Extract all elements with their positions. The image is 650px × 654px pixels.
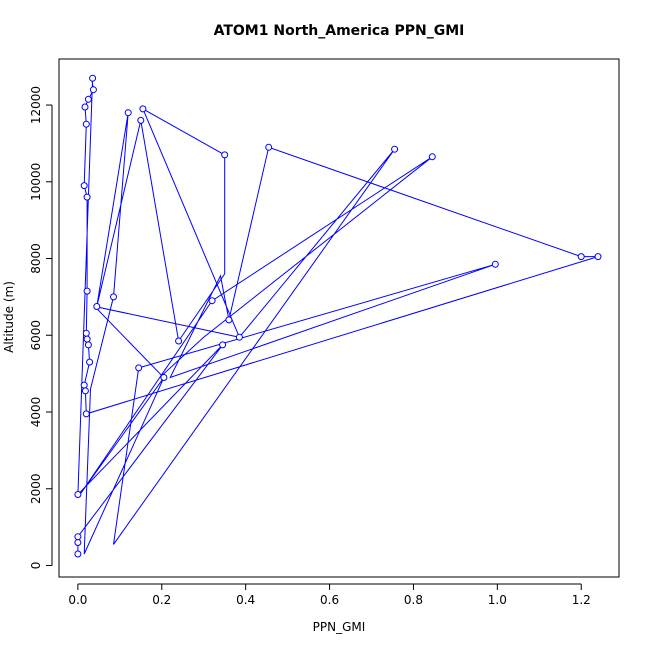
- plot-frame: [58, 58, 620, 578]
- data-point: [81, 387, 89, 395]
- data-point: [221, 151, 229, 159]
- data-point: [89, 86, 97, 94]
- data-point: [74, 539, 82, 546]
- y-tick-label: 2000: [29, 473, 43, 504]
- data-point: [175, 337, 183, 345]
- y-tick-label: 6000: [29, 320, 43, 351]
- x-tick-label: 0.4: [236, 593, 255, 607]
- data-point: [139, 105, 147, 113]
- chart-title: ATOM1 North_America PPN_GMI: [214, 23, 465, 39]
- data-point: [89, 74, 97, 82]
- y-axis: 0 2000 4000 6000 8000 10000 12000: [29, 86, 53, 570]
- data-point: [491, 260, 499, 268]
- data-point: [391, 145, 399, 153]
- data-point: [219, 341, 227, 349]
- data-point: [594, 253, 602, 261]
- data-point: [577, 253, 585, 261]
- data-point: [74, 550, 82, 558]
- x-tick-label: 0.6: [320, 593, 339, 607]
- data-point: [83, 287, 91, 295]
- y-axis-label: Altitude (m): [2, 281, 16, 353]
- data-point: [225, 316, 233, 324]
- data-point: [82, 120, 90, 128]
- data-point: [82, 329, 90, 337]
- data-point: [74, 533, 82, 541]
- data-point: [83, 335, 91, 343]
- data-point: [208, 297, 216, 305]
- data-point: [80, 182, 88, 190]
- data-point: [110, 293, 117, 301]
- y-tick-label: 4000: [29, 397, 43, 428]
- data-point: [124, 109, 132, 117]
- y-tick-label: 12000: [29, 86, 43, 124]
- data-point: [80, 381, 88, 389]
- data-point: [83, 193, 91, 201]
- data-point: [428, 153, 436, 161]
- x-tick-label: 1.2: [572, 593, 591, 607]
- data-point: [74, 491, 82, 498]
- data-point: [82, 410, 90, 418]
- data-point: [265, 143, 273, 151]
- data-point: [86, 358, 94, 366]
- data-point: [160, 374, 168, 381]
- x-axis: 0.0 0.2 0.4 0.6 0.8 1.0 1.2: [68, 583, 591, 607]
- data-point: [135, 364, 143, 372]
- data-point: [84, 95, 92, 103]
- data-point: [137, 116, 145, 124]
- x-tick-label: 0.2: [152, 593, 171, 607]
- x-tick-label: 0.8: [404, 593, 423, 607]
- data-point: [235, 333, 243, 341]
- data-point: [81, 103, 89, 111]
- y-tick-label: 0: [29, 562, 43, 570]
- data-point: [93, 303, 101, 310]
- x-tick-label: 0.0: [68, 593, 87, 607]
- x-axis-label: PPN_GMI: [313, 620, 366, 634]
- x-tick-label: 1.0: [488, 593, 507, 607]
- data-point: [84, 341, 92, 349]
- y-tick-label: 8000: [29, 243, 43, 274]
- series-layer: [74, 74, 602, 558]
- y-tick-label: 10000: [29, 163, 43, 201]
